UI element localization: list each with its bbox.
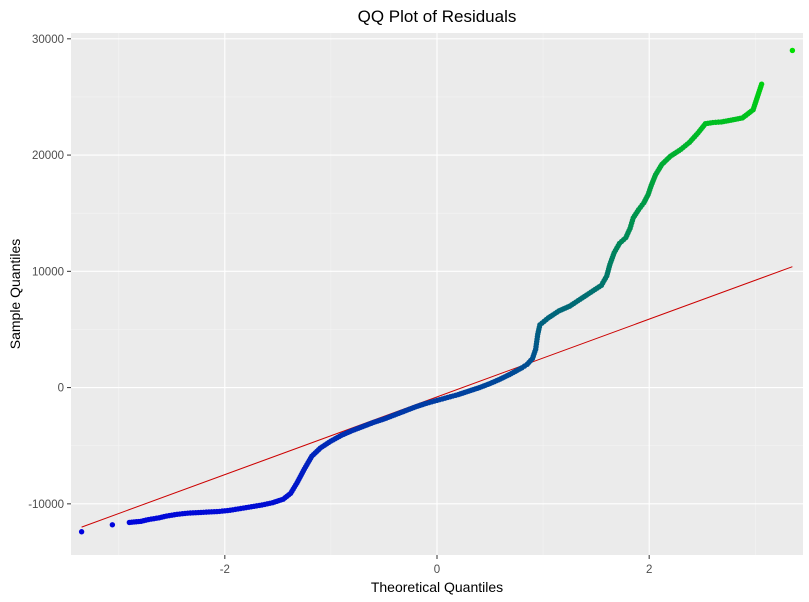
y-tick-label: 10000: [32, 266, 64, 278]
chart-title: QQ Plot of Residuals: [358, 7, 517, 26]
reference-line-layer: [81, 266, 793, 528]
data-point: [109, 522, 116, 528]
y-axis: -10000 0 10000 20000 30000: [28, 34, 71, 511]
y-tick-label: -10000: [28, 499, 64, 511]
y-tick-label: 20000: [32, 150, 64, 162]
x-tick-label: 0: [434, 564, 440, 576]
y-axis-title: Sample Quantiles: [7, 239, 23, 350]
x-tick-label: 2: [646, 564, 652, 576]
x-tick-label: -2: [220, 564, 230, 576]
data-point: [789, 47, 796, 54]
x-axis: -2 0 2: [220, 555, 652, 576]
data-point: [78, 529, 85, 535]
data-point: [758, 81, 765, 87]
major-grid: [71, 33, 803, 555]
x-axis-title: Theoretical Quantiles: [371, 579, 503, 595]
reference-line: [81, 266, 793, 528]
y-tick-label: 30000: [32, 34, 64, 46]
points-layer: [78, 47, 796, 535]
y-tick-label: 0: [58, 383, 64, 395]
